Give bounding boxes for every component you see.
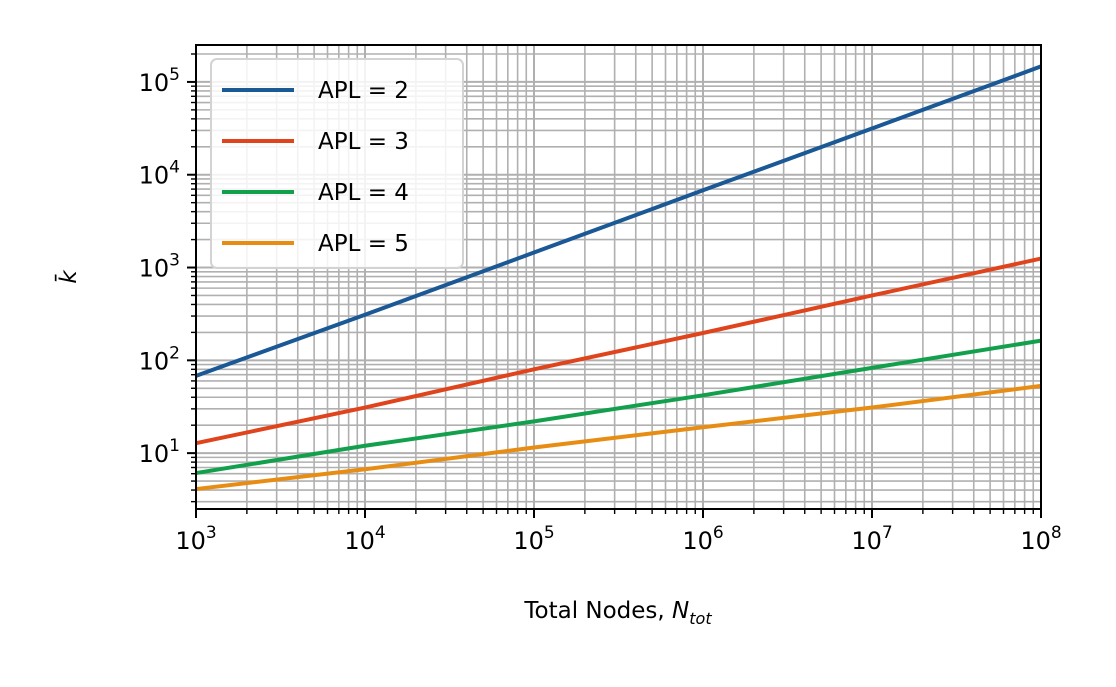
y-tick-label: 105: [139, 65, 180, 97]
legend-label: APL = 5: [318, 231, 409, 257]
x-tick-labels: 103 104 105 106 107 108: [175, 523, 1061, 555]
series-line: [195, 64, 1042, 378]
x-tick-label: 103: [175, 523, 216, 555]
x-tick-label: 104: [344, 523, 385, 555]
axis-ticks: [187, 53, 1042, 518]
y-tick-labels: 101 102 103 104 105: [139, 65, 180, 468]
legend-box: [210, 58, 464, 269]
y-tick-label: 103: [139, 251, 180, 283]
series-layer: [195, 64, 1042, 492]
y-tick-label: 101: [139, 436, 180, 468]
legend-label: APL = 2: [318, 78, 409, 104]
x-tick-label: 106: [682, 523, 723, 555]
x-axis-label: Total Nodes, Ntot: [523, 598, 712, 628]
series-line: [195, 338, 1042, 476]
x-tick-label: 107: [851, 523, 892, 555]
series-line: [195, 256, 1042, 446]
series-line: [195, 383, 1042, 492]
y-axis-label: k̄: [54, 269, 82, 284]
x-tick-label: 108: [1020, 523, 1061, 555]
legend-label: APL = 4: [318, 180, 409, 206]
legend-label: APL = 3: [318, 129, 409, 155]
y-tick-label: 104: [139, 158, 180, 190]
y-tick-label: 102: [139, 343, 180, 375]
x-tick-label: 105: [513, 523, 554, 555]
legend: APL = 2 APL = 3 APL = 4 APL = 5: [210, 58, 464, 269]
